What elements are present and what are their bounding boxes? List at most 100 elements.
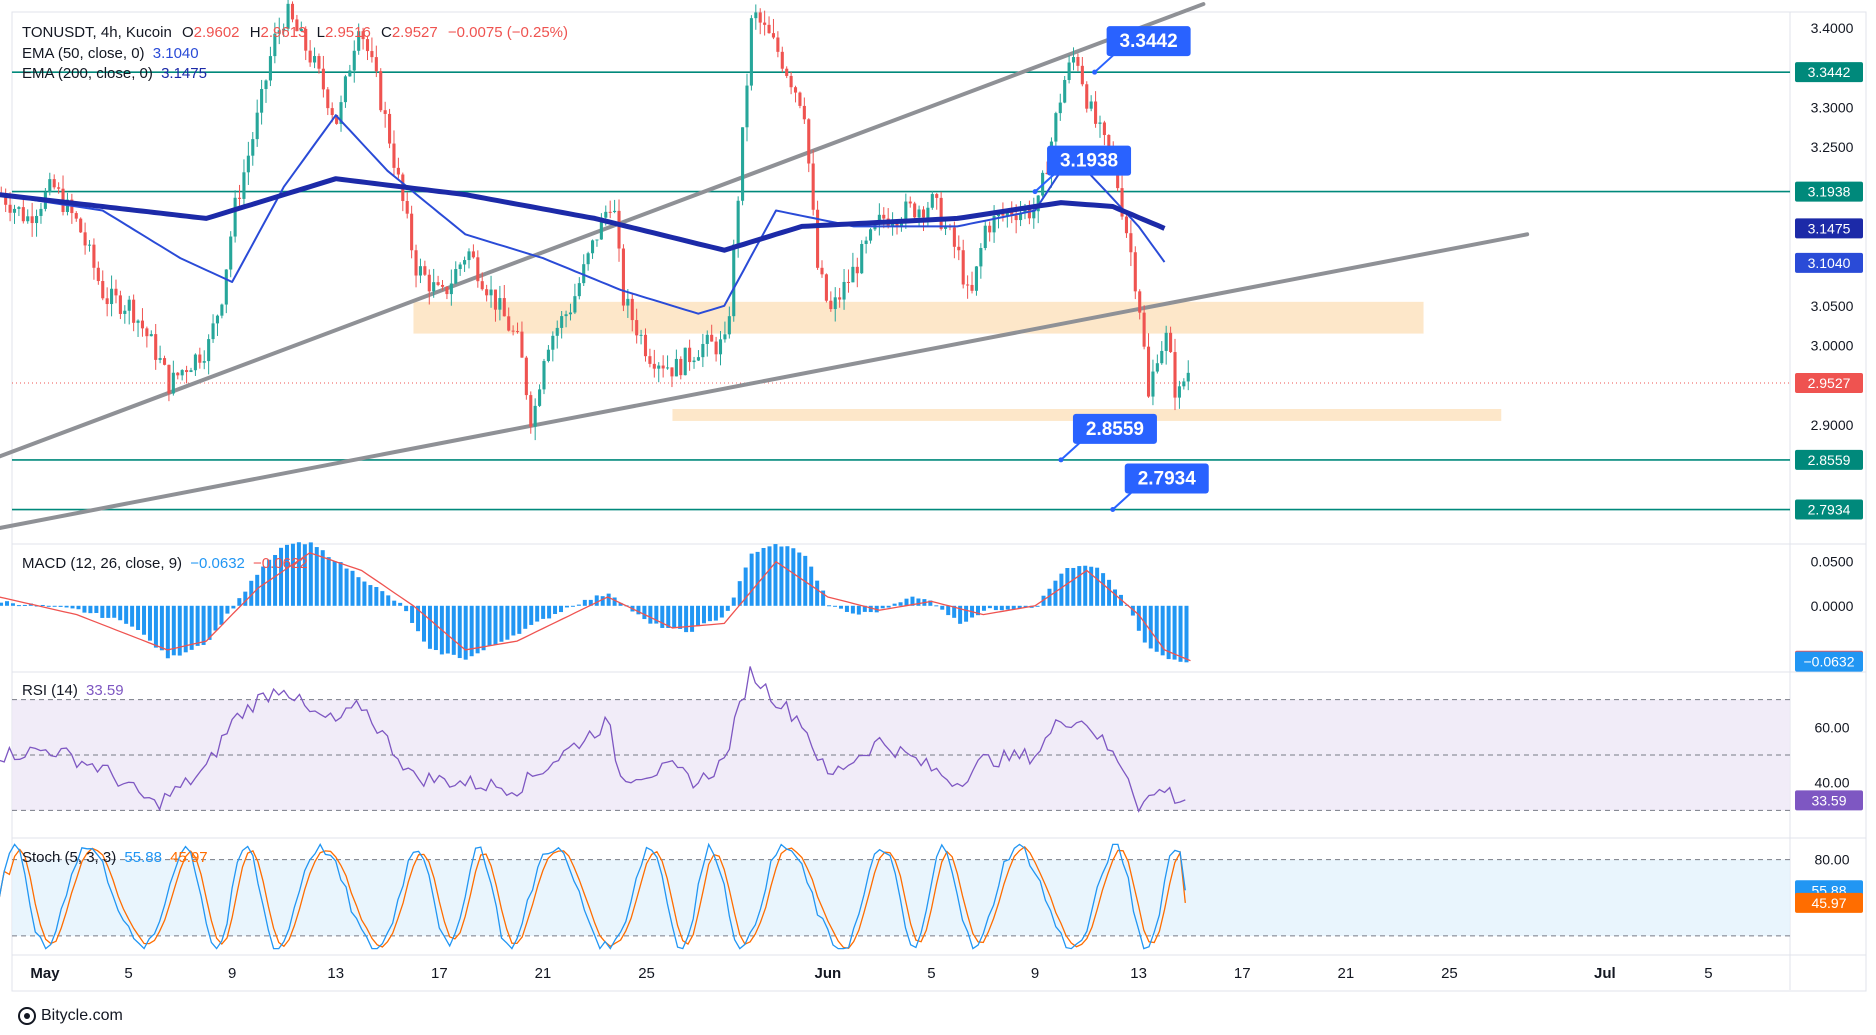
macd-histogram-bar [82,605,87,613]
price-axis-tick: 2.9000 [1811,417,1854,433]
candle-body [207,339,211,362]
candle-body [842,281,846,300]
time-axis-tick: 17 [1234,965,1251,982]
stoch-legend: Stoch (5, 3, 3) 55.88 45.97 [22,849,208,866]
macd-histogram-bar [308,542,313,606]
candle-body [299,28,303,32]
macd-histogram-bar [779,546,784,606]
candle-body [12,208,17,213]
macd-axis-tick: 0.0500 [1811,554,1854,570]
candle-body [145,328,149,337]
time-axis-tick: 17 [431,965,448,982]
candle-body [1186,372,1190,382]
macd-histogram-bar [213,605,218,631]
time-axis-tick: 13 [327,965,344,982]
macd-histogram-bar [267,559,272,606]
candle-body [1036,195,1040,212]
candle-body [767,24,771,34]
candle-body [621,248,625,306]
candle-body [1045,172,1049,175]
candle-body [1005,211,1009,216]
macd-histogram-bar [678,605,683,629]
candle-body [335,114,339,124]
brand-footer[interactable]: Bitycle.com [18,1007,123,1025]
candle-body [1138,291,1142,313]
candle-body [851,266,855,283]
macd-histogram-bar [499,605,504,642]
macd-histogram-bar [684,605,689,633]
ohlc-high: 2.9613 [260,24,307,41]
macd-histogram-bar [797,552,802,606]
macd-histogram-bar [553,605,558,614]
candle-body [524,357,528,396]
macd-histogram-bar [1154,605,1159,652]
time-axis-tick: 5 [1704,965,1712,982]
candle-body [440,284,445,287]
candle-body [652,363,656,369]
candle-body [17,207,21,209]
level-callout-text: 2.8559 [1086,419,1144,440]
macd-histogram-bar [392,600,397,606]
macd-histogram-bar [1083,565,1088,606]
macd-histogram-bar [749,553,754,606]
ohlc-change: −0.0075 (−0.25%) [447,24,568,41]
candle-body [533,405,537,427]
macd-histogram-bar [767,546,772,606]
candle-body [264,80,268,90]
macd-histogram-bar [225,605,230,614]
candle-body [410,213,414,251]
candle-body [692,360,696,363]
ohlc-l-label: L [316,24,325,41]
macd-histogram-bar [1172,605,1177,660]
macd-title: MACD (12, 26, close, 9) [22,555,183,572]
candle-body [4,194,8,205]
macd-histogram-bar [243,591,248,606]
stoch-band-fill [12,859,1790,936]
candle-body [992,216,996,233]
candle-body [405,201,409,214]
candle-body [79,218,83,233]
candle-body [330,108,334,115]
candle-body [555,327,559,336]
candle-body [661,365,665,369]
macd-histogram-bar [159,605,164,651]
macd-histogram-bar [999,605,1004,611]
macd-histogram-bar [398,602,403,606]
candle-body [388,113,392,144]
candle-body [595,239,599,241]
candle-body [1085,84,1089,109]
macd-histogram-bar [64,605,69,608]
price-axis-label-text: 2.9527 [1808,375,1851,391]
candle-body [868,229,873,241]
candle-body [913,203,917,218]
macd-histogram-bar [523,605,528,629]
rsi-legend: RSI (14) 33.59 [22,682,124,699]
macd-histogram-bar [654,605,659,624]
macd-histogram-bar [910,596,915,606]
time-axis-tick: Jun [815,965,842,982]
candle-body [136,320,140,323]
macd-histogram-bar [559,605,564,613]
macd-histogram-bar [648,605,653,624]
macd-histogram-bar [368,585,373,606]
time-axis-tick: 25 [638,965,655,982]
candle-body [101,281,105,299]
macd-histogram-bar [1107,579,1112,606]
macd-histogram-bar [356,577,361,606]
stoch-axis-tick: 80.00 [1814,852,1849,868]
candle-body [996,213,1001,217]
macd-histogram-bar [201,605,206,645]
candle-body [326,89,330,109]
macd-histogram-bar [326,557,331,606]
candle-body [590,240,595,254]
candle-body [714,341,718,355]
ema50-value: 3.1040 [152,45,199,62]
candle-body [895,223,899,226]
candle-body [802,105,806,120]
macd-histogram-bar [517,605,522,634]
macd-histogram-bar [815,580,820,606]
macd-histogram-bar [505,605,510,640]
candle-body [732,244,736,317]
level-callout [1047,145,1132,176]
